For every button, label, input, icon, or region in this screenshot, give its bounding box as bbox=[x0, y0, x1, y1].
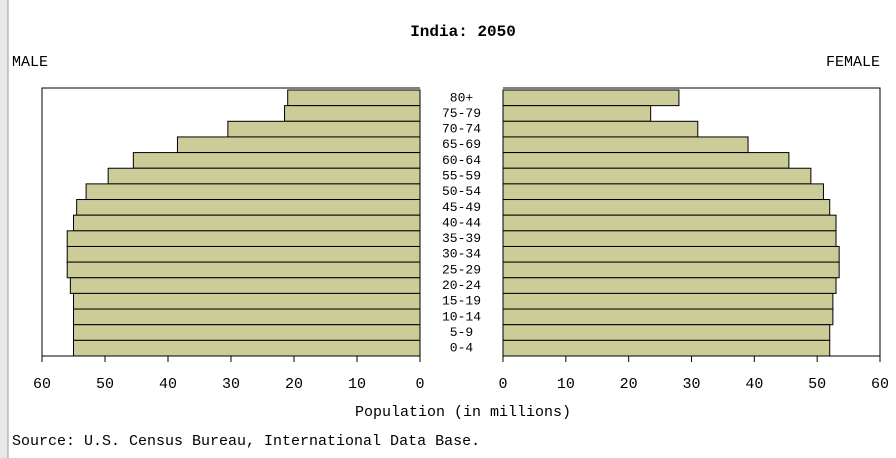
x-tick-label: 60 bbox=[871, 376, 889, 393]
age-label: 15-19 bbox=[442, 294, 481, 309]
x-axis-label: Population (in millions) bbox=[355, 404, 571, 421]
age-label: 65-69 bbox=[442, 137, 481, 152]
bar bbox=[502, 245, 840, 263]
age-label: 25-29 bbox=[442, 262, 481, 277]
age-label: 10-14 bbox=[442, 309, 481, 324]
x-tick-label: 40 bbox=[745, 376, 763, 393]
x-tick-label: 10 bbox=[557, 376, 575, 393]
bar bbox=[502, 230, 837, 247]
left-edge bbox=[0, 0, 8, 458]
bar bbox=[107, 167, 421, 185]
bar bbox=[502, 167, 812, 185]
bar bbox=[502, 120, 699, 138]
bar bbox=[502, 339, 831, 357]
x-tick-label: 40 bbox=[159, 376, 177, 393]
bar bbox=[502, 89, 680, 107]
source: Source: U.S. Census Bureau, Internationa… bbox=[12, 433, 480, 450]
bar bbox=[69, 277, 421, 294]
age-label: 40-44 bbox=[442, 215, 481, 230]
x-tick-label: 30 bbox=[222, 376, 240, 393]
age-label: 80+ bbox=[450, 90, 474, 105]
x-tick-label: 60 bbox=[33, 376, 51, 393]
bar bbox=[502, 105, 652, 122]
bar bbox=[66, 245, 421, 263]
bar bbox=[502, 152, 790, 169]
bar bbox=[73, 292, 421, 310]
age-label: 60-64 bbox=[442, 153, 481, 168]
chart-title: India: 2050 bbox=[410, 23, 516, 41]
age-label: 45-49 bbox=[442, 200, 481, 215]
bar bbox=[73, 324, 421, 341]
bar bbox=[66, 261, 421, 279]
bar bbox=[73, 308, 421, 326]
x-tick-label: 10 bbox=[348, 376, 366, 393]
bar bbox=[502, 183, 824, 201]
x-tick-label: 30 bbox=[682, 376, 700, 393]
age-label: 35-39 bbox=[442, 231, 481, 246]
age-label: 0-4 bbox=[450, 341, 474, 356]
age-label: 50-54 bbox=[442, 184, 481, 199]
x-tick-label: 20 bbox=[285, 376, 303, 393]
age-label: 5-9 bbox=[450, 325, 473, 340]
bar bbox=[73, 214, 421, 232]
age-label: 30-34 bbox=[442, 247, 481, 262]
bar bbox=[502, 261, 840, 279]
bar bbox=[85, 183, 421, 201]
bar bbox=[176, 136, 421, 154]
bar bbox=[66, 230, 421, 247]
age-label: 70-74 bbox=[442, 122, 481, 137]
bar bbox=[76, 199, 421, 216]
bar bbox=[502, 277, 837, 294]
x-tick-label: 50 bbox=[96, 376, 114, 393]
age-label: 55-59 bbox=[442, 168, 481, 183]
bar bbox=[502, 324, 831, 341]
bar bbox=[502, 214, 837, 232]
age-label: 75-79 bbox=[442, 106, 481, 121]
x-tick-label: 50 bbox=[808, 376, 826, 393]
bar bbox=[73, 339, 421, 357]
bar bbox=[227, 120, 421, 138]
x-tick-label: 0 bbox=[498, 376, 507, 393]
x-tick-label: 0 bbox=[415, 376, 424, 393]
bar bbox=[502, 136, 749, 154]
bar bbox=[502, 308, 834, 326]
bar bbox=[287, 89, 421, 107]
right-label: FEMALE bbox=[826, 54, 880, 71]
left-label: MALE bbox=[12, 54, 48, 71]
bar bbox=[132, 152, 421, 169]
x-tick-label: 20 bbox=[620, 376, 638, 393]
bar bbox=[502, 199, 831, 216]
bar bbox=[284, 105, 421, 122]
bar bbox=[502, 292, 834, 310]
age-label: 20-24 bbox=[442, 278, 481, 293]
